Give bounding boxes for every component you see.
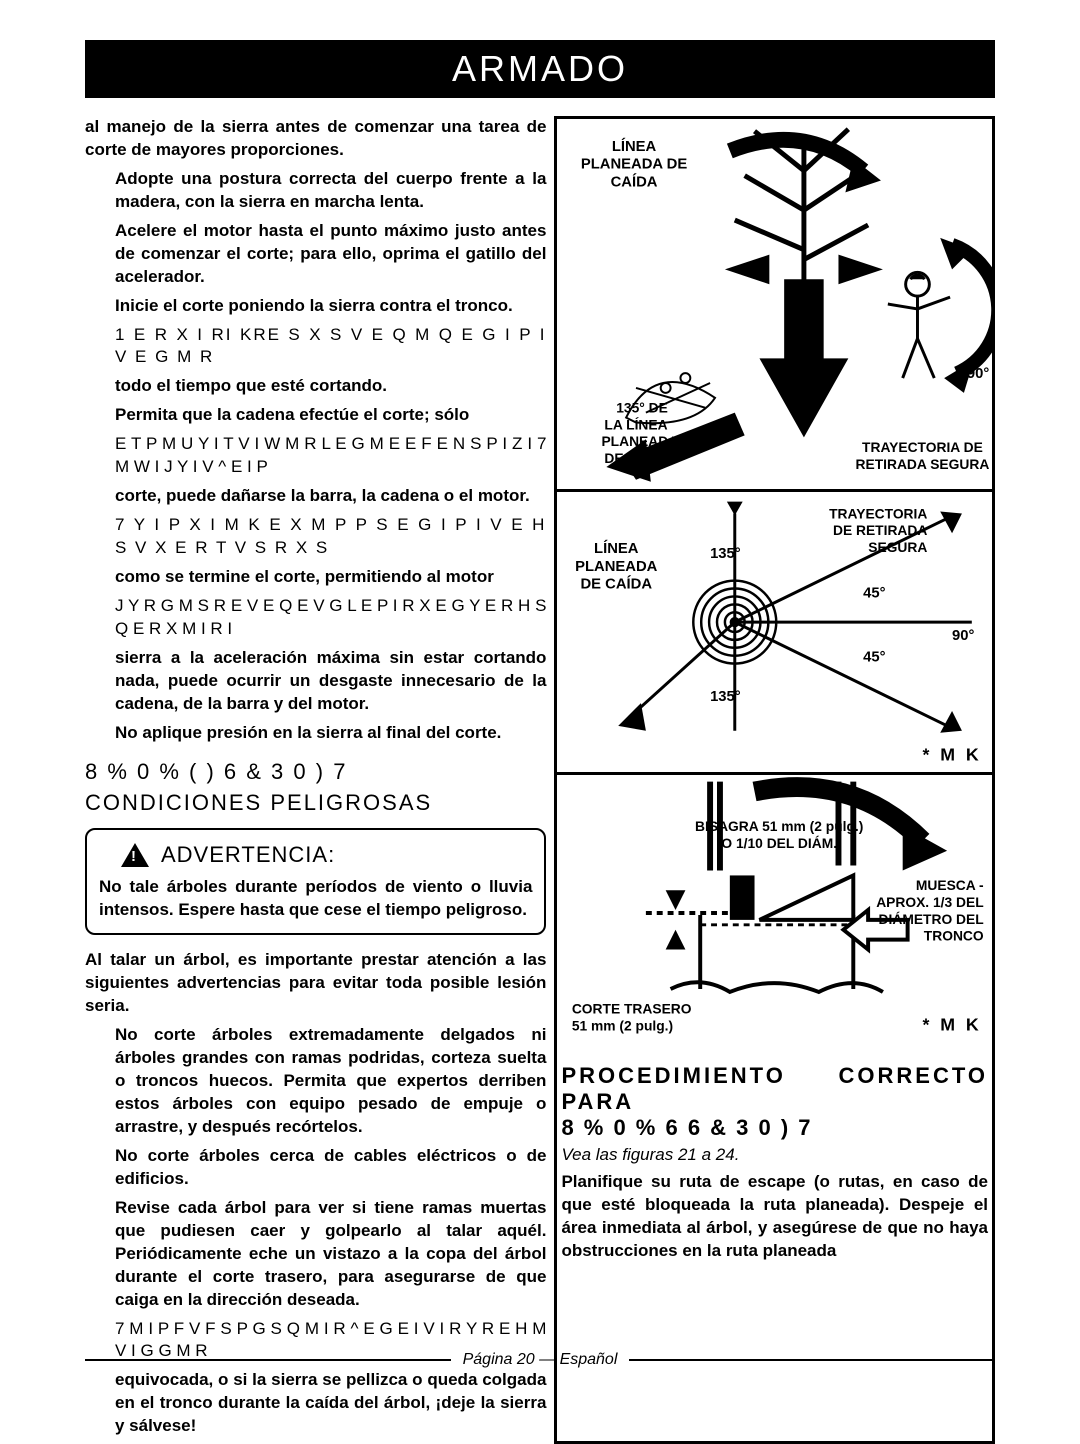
warning-label-text: ADVERTENCIA: — [161, 840, 335, 870]
svg-text:PLANEADA: PLANEADA — [602, 433, 679, 449]
warning-label: ADVERTENCIA: — [121, 840, 532, 870]
p4: Inicie el corte poniendo la sierra contr… — [85, 295, 546, 318]
p14: Revise cada árbol para ver si tiene rama… — [85, 1197, 546, 1312]
right-column: LÍNEA PLANEADA DE CAÍDA 90° 135° DE LA L… — [554, 116, 995, 1444]
left-column: al manejo de la sierra antes de comenzar… — [85, 116, 546, 1444]
svg-text:PLANEADA DE: PLANEADA DE — [581, 157, 687, 173]
svg-text:TRONCO: TRONCO — [924, 928, 984, 944]
svg-text:LÍNEA: LÍNEA — [612, 138, 657, 155]
svg-text:* M K: * M K — [923, 1014, 982, 1034]
svg-text:LÍNEA: LÍNEA — [594, 540, 639, 557]
see-figures: Vea las figuras 21 a 24. — [561, 1145, 988, 1165]
svg-text:45°: 45° — [864, 650, 886, 666]
p8: como se termine el corte, permitiendo al… — [85, 566, 546, 589]
section-title-1a: 8 % 0 % ( ) 6 & 3 0 ) 7 — [85, 757, 546, 787]
p11: Al talar un árbol, es importante prestar… — [85, 949, 546, 1018]
g4: J Y R G M S R E V E Q E V G L E P I R X … — [85, 595, 546, 641]
svg-text:51 mm (2 pulg.): 51 mm (2 pulg.) — [572, 1017, 673, 1033]
p7: corte, puede dañarse la barra, la cadena… — [85, 485, 546, 508]
section-title-1b: CONDICIONES PELIGROSAS — [85, 788, 546, 818]
warning-triangle-icon — [121, 843, 149, 867]
svg-text:135°: 135° — [711, 546, 742, 562]
svg-text:DIÁMETRO DEL: DIÁMETRO DEL — [879, 911, 985, 927]
svg-text:135° DE: 135° DE — [617, 400, 669, 416]
svg-text:O 1/10 DEL DIÁM.: O 1/10 DEL DIÁM. — [722, 835, 838, 851]
footer-text: Página 20 — Español — [463, 1351, 618, 1369]
g3: 7 Y I P X I M K E X M P P S E G I P I V … — [85, 514, 546, 560]
svg-text:DE RETIRADA: DE RETIRADA — [833, 522, 927, 538]
svg-text:CAÍDA: CAÍDA — [611, 173, 658, 190]
diagram-notch-backcut: BISAGRA 51 mm (2 pulg.) O 1/10 DEL DIÁM.… — [557, 775, 992, 1045]
warning-box: ADVERTENCIA: No tale árboles durante per… — [85, 828, 546, 936]
diagram-retreat-angles: LÍNEA PLANEADA DE CAÍDA TRAYECTORIA DE R… — [557, 492, 992, 772]
svg-text:135°: 135° — [711, 689, 742, 705]
p12: No corte árboles extremadamente delgados… — [85, 1024, 546, 1139]
svg-text:* M K: * M K — [923, 744, 982, 764]
p2: Adopte una postura correcta del cuerpo f… — [85, 168, 546, 214]
svg-text:90°: 90° — [952, 628, 974, 644]
proc-title-1: PROCEDIMIENTO CORRECTO PARA — [561, 1063, 988, 1115]
proc-title-2: 8 % 0 % 6 6 & 3 0 ) 7 — [561, 1115, 988, 1141]
svg-text:MUESCA -: MUESCA - — [916, 877, 984, 893]
diagram-felling-direction: LÍNEA PLANEADA DE CAÍDA 90° 135° DE LA L… — [557, 119, 992, 489]
svg-text:DE CAÍDA: DE CAÍDA — [605, 450, 672, 466]
svg-text:TRAYECTORIA DE: TRAYECTORIA DE — [862, 439, 983, 455]
page-title-bar: ARMADO — [85, 40, 995, 98]
p10: No aplique presión en la sierra al final… — [85, 722, 546, 745]
p15: equivocada, o si la sierra se pellizca o… — [85, 1369, 546, 1438]
g2: E T P M U Y I T V I W M R L E G M E E F … — [85, 433, 546, 479]
svg-text:APROX. 1/3 DEL: APROX. 1/3 DEL — [877, 894, 985, 910]
svg-text:BISAGRA 51 mm (2 pulg.): BISAGRA 51 mm (2 pulg.) — [695, 818, 863, 834]
p1: al manejo de la sierra antes de comenzar… — [85, 116, 546, 162]
p3: Acelere el motor hasta el punto máximo j… — [85, 220, 546, 289]
plan-route: Planifique su ruta de escape (o rutas, e… — [561, 1171, 988, 1263]
svg-text:TRAYECTORIA: TRAYECTORIA — [830, 505, 928, 521]
g1: 1 E R X I RI KRE S X S V E Q M Q E G I P… — [85, 324, 546, 370]
svg-text:45°: 45° — [864, 585, 886, 601]
main-content: al manejo de la sierra antes de comenzar… — [85, 116, 995, 1444]
p6: Permita que la cadena efectúe el corte; … — [85, 404, 546, 427]
svg-text:SEGURA: SEGURA — [869, 539, 928, 555]
svg-text:LA LÍNEA: LA LÍNEA — [605, 416, 668, 432]
svg-text:CORTE TRASERO: CORTE TRASERO — [572, 1001, 692, 1017]
p13: No corte árboles cerca de cables eléctri… — [85, 1145, 546, 1191]
svg-text:DE CAÍDA: DE CAÍDA — [581, 576, 653, 593]
page-footer: Página 20 — Español — [0, 1351, 1080, 1369]
svg-text:RETIRADA SEGURA: RETIRADA SEGURA — [856, 456, 990, 472]
p9: sierra a la aceleración máxima sin estar… — [85, 647, 546, 716]
p5: todo el tiempo que esté cortando. — [85, 375, 546, 398]
svg-text:90°: 90° — [967, 366, 989, 382]
warning-text: No tale árboles durante períodos de vien… — [99, 876, 532, 922]
svg-text:PLANEADA: PLANEADA — [576, 559, 659, 575]
